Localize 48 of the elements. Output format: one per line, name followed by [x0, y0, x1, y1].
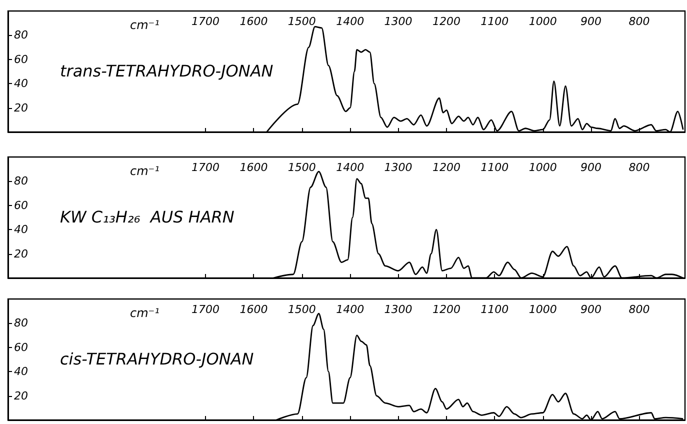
x-tick-label: 1600 — [240, 15, 268, 28]
x-tick-label: 800 — [628, 303, 650, 316]
x-tick-label: 1500 — [288, 161, 316, 174]
y-tick-label: 60 — [14, 198, 28, 212]
x-tick-label: 900 — [580, 161, 602, 174]
y-tick-label: 40 — [14, 223, 28, 236]
x-tick-label: 1600 — [240, 161, 268, 174]
x-tick-label: 1500 — [288, 303, 316, 316]
x-tick-label: 1200 — [432, 15, 460, 28]
x-tick-label: 1200 — [432, 303, 460, 316]
y-tick-label: 60 — [14, 52, 28, 66]
y-tick-label: 40 — [14, 77, 28, 90]
x-tick-label: 900 — [580, 15, 602, 28]
x-tick-label: 1000 — [528, 15, 557, 28]
x-tick-label: 800 — [628, 161, 650, 174]
text: KW C₁₃H₂₆ AUS HARN — [60, 208, 234, 226]
x-tick-label: 1700 — [192, 303, 220, 316]
x-tick-label: 1100 — [480, 15, 509, 28]
x-tick-label: 900 — [580, 303, 602, 316]
x-tick-label: 1400 — [336, 161, 364, 174]
y-tick-label: 80 — [14, 174, 28, 188]
x-tick-label: 1300 — [384, 15, 412, 28]
x-tick-label: 1700 — [192, 15, 220, 28]
y-tick-label: 20 — [14, 247, 28, 260]
y-tick-label: 80 — [14, 28, 28, 42]
x-tick-label: 1000 — [528, 303, 557, 316]
x-tick-label: 1400 — [336, 15, 364, 28]
y-tick-label: 80 — [14, 316, 28, 330]
text: cis-TETRAHYDRO-JONAN — [60, 350, 254, 368]
x-tick-label: 1400 — [336, 303, 364, 316]
x-axis-title: cm⁻¹ — [130, 18, 160, 32]
x-tick-label: 1300 — [384, 161, 412, 174]
x-tick-label: 1000 — [528, 161, 557, 174]
y-tick-label: 20 — [14, 101, 28, 114]
x-tick-label: 1100 — [480, 161, 509, 174]
text: trans-TETRAHYDRO-JONAN — [60, 62, 274, 80]
x-tick-label: 1300 — [384, 303, 412, 316]
x-axis-title: cm⁻¹ — [130, 164, 160, 178]
x-tick-label: 1200 — [432, 161, 460, 174]
x-axis-title: cm⁻¹ — [130, 306, 160, 320]
x-tick-label: 1700 — [192, 161, 220, 174]
y-tick-label: 40 — [14, 365, 28, 378]
x-tick-label: 800 — [628, 15, 650, 28]
x-tick-label: 1600 — [240, 303, 268, 316]
y-tick-label: 60 — [14, 340, 28, 354]
x-tick-label: 1500 — [288, 15, 316, 28]
y-tick-label: 20 — [14, 389, 28, 402]
x-tick-label: 1100 — [480, 303, 509, 316]
